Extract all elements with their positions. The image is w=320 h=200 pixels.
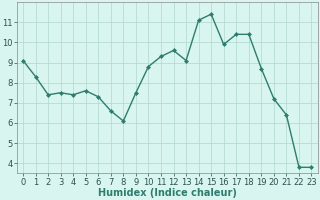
X-axis label: Humidex (Indice chaleur): Humidex (Indice chaleur) [98,188,237,198]
